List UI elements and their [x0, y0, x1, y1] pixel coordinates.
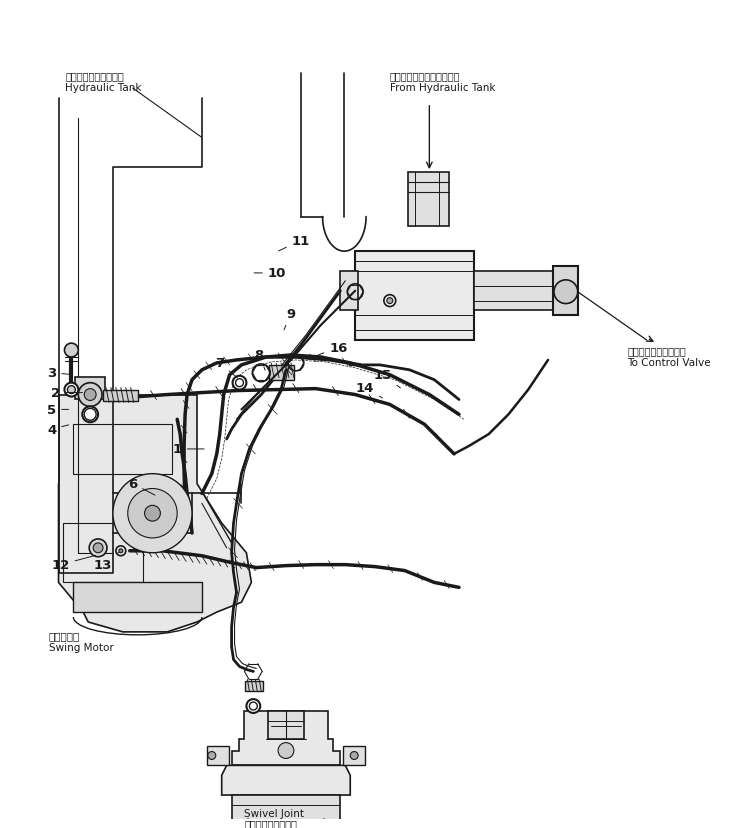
Circle shape	[83, 407, 98, 423]
Circle shape	[65, 383, 78, 397]
Circle shape	[208, 752, 216, 759]
Bar	[268, 711, 304, 739]
Bar	[343, 746, 365, 765]
Text: 5: 5	[47, 403, 68, 416]
Polygon shape	[222, 765, 350, 795]
Bar	[231, 795, 340, 820]
Text: 15: 15	[373, 368, 400, 388]
Circle shape	[89, 539, 107, 557]
Bar	[246, 681, 263, 691]
Text: 7: 7	[215, 357, 237, 378]
Text: 3: 3	[47, 367, 73, 380]
Text: From Hydraulic Tank: From Hydraulic Tank	[390, 83, 496, 93]
Text: Swivel Joint: Swivel Joint	[245, 808, 304, 818]
Text: コントロールバルブへ: コントロールバルブへ	[627, 345, 686, 356]
Text: 16: 16	[308, 341, 347, 359]
Text: 旋回モータ: 旋回モータ	[48, 630, 80, 640]
Text: Swing Motor: Swing Motor	[48, 642, 113, 652]
Bar	[408, 173, 449, 227]
Text: 2: 2	[51, 387, 83, 400]
Text: To Control Valve: To Control Valve	[627, 358, 711, 368]
Circle shape	[65, 344, 78, 358]
Circle shape	[387, 298, 393, 304]
Text: 14: 14	[356, 382, 382, 398]
Bar	[474, 272, 553, 311]
Polygon shape	[231, 711, 340, 765]
Circle shape	[93, 543, 103, 553]
Circle shape	[113, 474, 192, 553]
Text: スイベルジョイント: スイベルジョイント	[245, 818, 298, 828]
Bar	[103, 390, 138, 402]
Bar	[207, 746, 228, 765]
Bar	[63, 523, 143, 583]
Text: 9: 9	[284, 307, 295, 330]
Bar	[75, 378, 105, 399]
Text: 1: 1	[173, 443, 204, 456]
Text: 10: 10	[254, 267, 286, 280]
Text: ハイドロリックタンク: ハイドロリックタンク	[65, 71, 124, 81]
Bar	[74, 425, 173, 474]
Text: 4: 4	[47, 423, 68, 436]
Circle shape	[554, 281, 577, 304]
Text: Hydraulic Tank: Hydraulic Tank	[65, 83, 142, 93]
Text: 8: 8	[254, 349, 265, 371]
Circle shape	[350, 752, 358, 759]
Circle shape	[68, 386, 75, 394]
Text: 11: 11	[278, 234, 310, 252]
Text: 13: 13	[94, 553, 118, 571]
Circle shape	[119, 549, 123, 553]
Circle shape	[84, 389, 96, 401]
Text: ハイドロリックタンクから: ハイドロリックタンクから	[390, 71, 461, 81]
Bar	[553, 267, 577, 316]
Bar	[340, 272, 358, 311]
Polygon shape	[59, 395, 197, 484]
Circle shape	[233, 376, 246, 390]
Bar	[74, 583, 202, 613]
Circle shape	[78, 383, 102, 407]
Circle shape	[278, 743, 294, 758]
Polygon shape	[59, 484, 251, 632]
Bar	[355, 252, 474, 341]
Text: 12: 12	[51, 556, 95, 571]
Text: 6: 6	[128, 478, 155, 495]
Circle shape	[246, 700, 260, 713]
Circle shape	[128, 489, 177, 538]
Circle shape	[144, 506, 161, 522]
Bar	[269, 365, 294, 380]
